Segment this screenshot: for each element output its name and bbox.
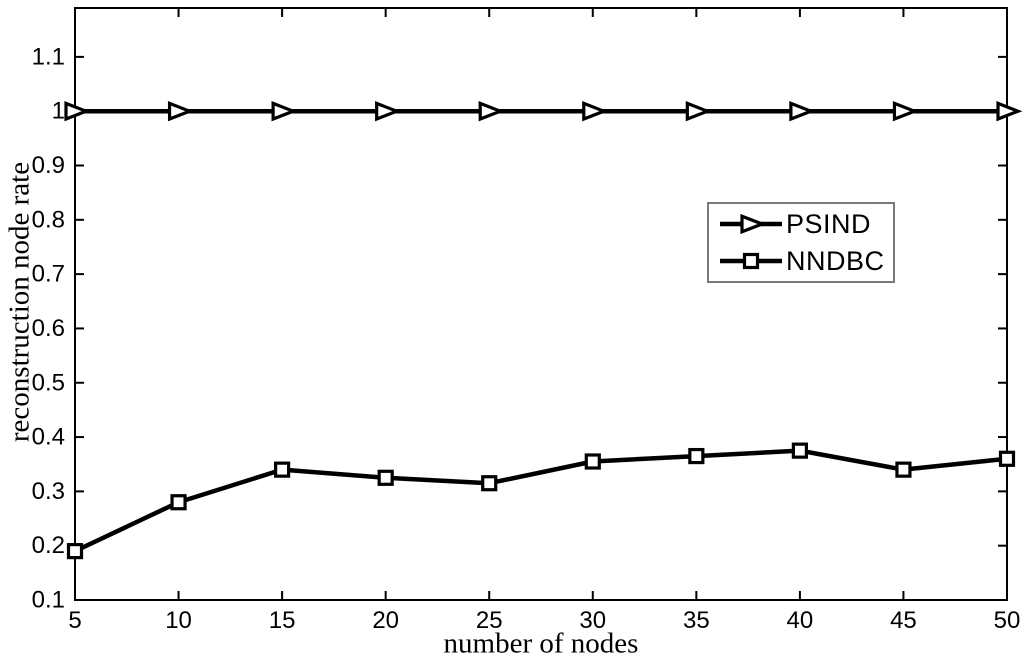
x-axis-label: number of nodes bbox=[443, 627, 639, 660]
data-point-nndbc bbox=[170, 494, 187, 511]
triangle-right-marker-icon bbox=[720, 213, 782, 235]
x-tick-label: 45 bbox=[890, 607, 917, 634]
data-point-nndbc bbox=[584, 453, 601, 470]
data-point-nndbc bbox=[895, 461, 912, 478]
data-point-nndbc bbox=[66, 543, 84, 560]
series-line-nndbc bbox=[74, 448, 1008, 554]
data-point-nndbc bbox=[998, 450, 1016, 467]
x-tick-label: 5 bbox=[68, 607, 81, 634]
legend-label-psind: PSIND bbox=[786, 208, 872, 239]
data-point-psind bbox=[996, 101, 1023, 122]
data-point-psind bbox=[582, 101, 609, 122]
y-tick-label: 0.6 bbox=[32, 315, 65, 342]
plot-border bbox=[74, 7, 1008, 601]
data-point-nndbc bbox=[377, 469, 394, 486]
y-tick-label: 0.7 bbox=[32, 261, 65, 288]
data-point-psind bbox=[685, 101, 712, 122]
data-point-nndbc bbox=[481, 475, 498, 492]
legend-label-nndbc: NNDBC bbox=[786, 245, 885, 276]
data-point-nndbc bbox=[274, 461, 291, 478]
y-tick-label: 0.1 bbox=[32, 587, 65, 614]
y-tick-label: 0.4 bbox=[32, 424, 65, 451]
data-point-psind bbox=[478, 101, 505, 122]
data-point-psind bbox=[375, 101, 402, 122]
y-tick-label: 0.2 bbox=[32, 532, 65, 559]
y-tick-label: 0.9 bbox=[32, 152, 65, 179]
data-point-nndbc bbox=[688, 447, 705, 465]
y-tick-label: 0.3 bbox=[32, 478, 65, 505]
data-point-nndbc bbox=[791, 442, 808, 459]
x-tick-label: 50 bbox=[994, 607, 1021, 634]
x-tick-label: 30 bbox=[579, 607, 606, 634]
data-point-psind bbox=[892, 101, 919, 122]
square-marker-icon bbox=[720, 252, 782, 270]
y-tick-label: 1.1 bbox=[32, 43, 65, 70]
y-axis-label: reconstruction node rate bbox=[3, 161, 36, 443]
data-point-psind bbox=[789, 101, 816, 122]
y-tick-label: 1 bbox=[52, 98, 65, 125]
x-tick-label: 25 bbox=[476, 607, 503, 634]
x-tick-label: 10 bbox=[165, 607, 192, 634]
y-tick-label: 0.8 bbox=[32, 206, 65, 233]
legend-item-nndbc: NNDBC bbox=[718, 243, 893, 280]
y-tick-label: 0.5 bbox=[32, 369, 65, 396]
data-point-psind bbox=[167, 101, 194, 122]
x-tick-label: 15 bbox=[269, 607, 296, 634]
data-point-psind bbox=[271, 101, 298, 122]
legend-item-psind: PSIND bbox=[718, 206, 893, 243]
x-tick-label: 40 bbox=[787, 607, 814, 634]
x-tick-label: 20 bbox=[372, 607, 399, 634]
legend: PSIND NNDBC bbox=[707, 202, 895, 283]
x-tick-label: 35 bbox=[683, 607, 710, 634]
data-point-psind bbox=[64, 101, 91, 122]
